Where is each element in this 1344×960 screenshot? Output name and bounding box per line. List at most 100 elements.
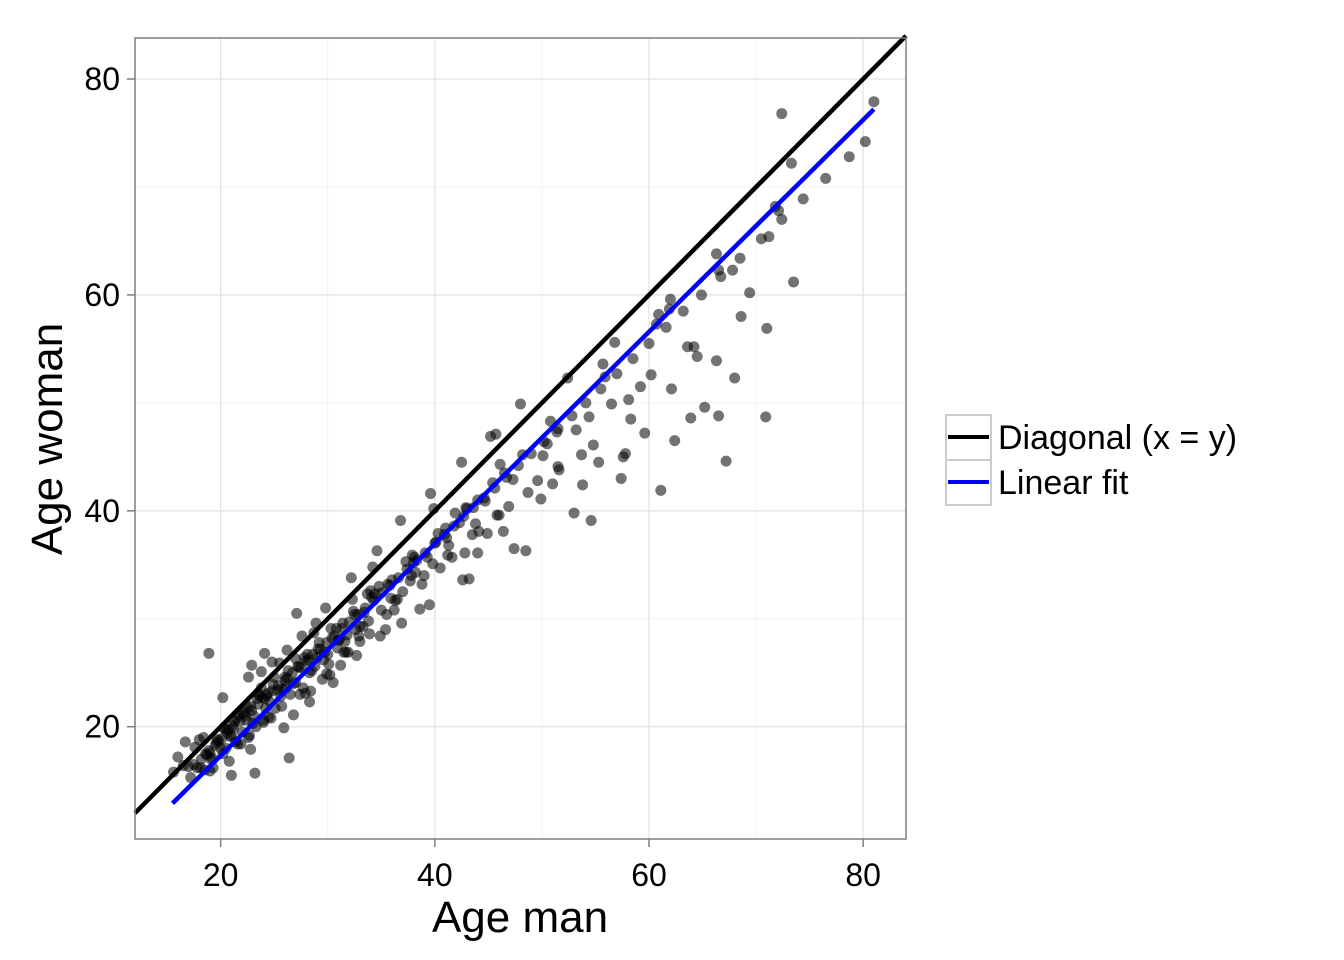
x-axis-title: Age man: [432, 893, 608, 942]
data-point: [606, 398, 618, 410]
data-point: [691, 350, 703, 362]
data-point: [225, 769, 237, 781]
data-point: [677, 305, 689, 317]
data-point: [627, 353, 639, 365]
data-point: [776, 213, 788, 225]
data-point: [287, 709, 299, 721]
data-point: [611, 368, 623, 380]
data-point: [425, 488, 437, 500]
data-point: [760, 411, 772, 423]
data-point: [593, 456, 605, 468]
data-point: [735, 311, 747, 323]
data-point: [172, 751, 184, 763]
data-point: [776, 108, 788, 120]
data-point: [245, 700, 257, 712]
data-point: [481, 527, 493, 539]
data-point: [246, 659, 258, 671]
data-point: [788, 276, 800, 288]
data-point: [304, 696, 316, 708]
data-point: [522, 486, 534, 498]
data-point: [497, 525, 509, 537]
legend-label-linear-fit: Linear fit: [998, 464, 1129, 502]
data-point: [547, 478, 559, 490]
data-point: [537, 450, 549, 462]
data-point: [551, 426, 563, 438]
data-point: [201, 749, 213, 761]
data-point: [503, 501, 515, 513]
data-point: [660, 321, 672, 333]
data-point: [211, 734, 223, 746]
data-point: [552, 461, 564, 473]
data-point: [381, 608, 393, 620]
data-point: [396, 617, 408, 629]
data-point: [843, 151, 855, 163]
data-point: [744, 287, 756, 299]
data-point: [342, 646, 354, 658]
x-tick-label: 40: [417, 857, 453, 893]
data-point: [353, 630, 365, 642]
data-point: [406, 549, 418, 561]
data-point: [321, 668, 333, 680]
data-point: [820, 172, 832, 184]
data-point: [351, 649, 363, 661]
data-point: [217, 692, 229, 704]
data-point: [371, 545, 383, 557]
y-tick-label: 20: [84, 709, 120, 745]
data-point: [472, 547, 484, 559]
data-point: [639, 427, 651, 439]
data-point: [179, 736, 191, 748]
data-point: [456, 456, 468, 468]
data-point: [570, 424, 582, 436]
data-point: [685, 412, 697, 424]
data-point: [623, 394, 635, 406]
data-point: [541, 438, 553, 450]
data-point: [423, 599, 435, 611]
data-point: [323, 658, 335, 670]
x-axis: 20 40 60 80: [203, 839, 881, 893]
data-point: [449, 507, 461, 519]
data-point: [380, 624, 392, 636]
y-axis-title: Age woman: [23, 323, 72, 555]
x-tick-label: 80: [845, 857, 881, 893]
data-point: [595, 383, 607, 395]
series-line-linear-fit: [170, 107, 876, 805]
data-point: [720, 455, 732, 467]
data-point: [345, 572, 357, 584]
data-point: [868, 96, 880, 108]
data-point: [585, 515, 597, 527]
data-point: [459, 547, 471, 559]
data-point: [568, 507, 580, 519]
data-points: [168, 96, 880, 783]
data-point: [278, 722, 290, 734]
data-point: [337, 617, 349, 629]
data-point: [281, 644, 293, 656]
data-point: [349, 608, 361, 620]
data-point: [240, 714, 252, 726]
data-point: [727, 264, 739, 276]
data-point: [682, 341, 694, 353]
data-point: [507, 474, 519, 486]
data-point: [385, 592, 397, 604]
data-point: [695, 289, 707, 301]
data-point: [463, 573, 475, 585]
data-point: [643, 338, 655, 350]
data-point: [276, 700, 288, 712]
data-point: [535, 493, 547, 505]
data-point: [335, 659, 347, 671]
y-axis: 20 40 60 80: [84, 61, 135, 745]
data-point: [295, 661, 307, 673]
data-point: [414, 603, 426, 615]
data-point: [859, 136, 871, 148]
data-point: [404, 575, 416, 587]
x-tick-label: 20: [203, 857, 239, 893]
legend-label-diagonal: Diagonal (x = y): [998, 419, 1237, 457]
data-point: [532, 475, 544, 487]
data-point: [258, 716, 269, 728]
data-point: [587, 439, 599, 451]
data-point: [625, 413, 637, 425]
data-point: [797, 193, 809, 205]
y-tick-label: 80: [84, 61, 120, 97]
data-point: [583, 411, 595, 423]
data-point: [713, 410, 725, 422]
